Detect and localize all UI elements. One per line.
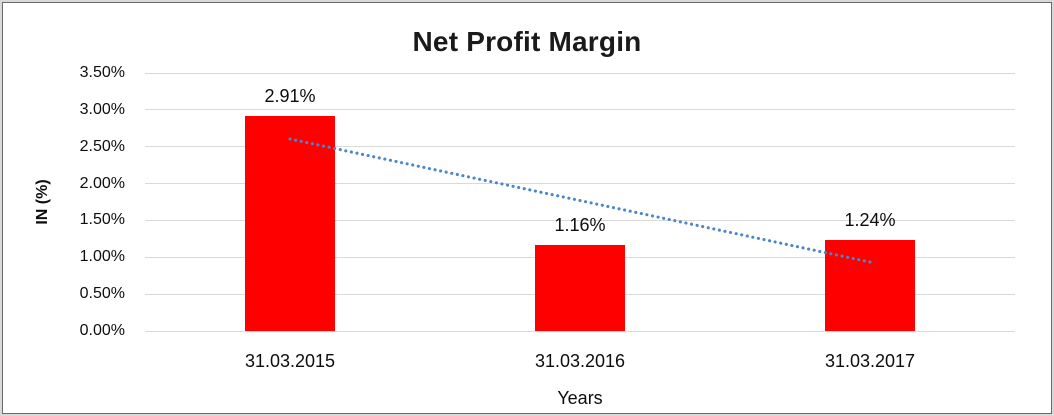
x-category-label: 31.03.2017 bbox=[824, 351, 916, 371]
gridline bbox=[145, 219, 1015, 221]
y-tick-label: 1.50% bbox=[79, 211, 125, 229]
x-category-label: 31.03.2016 bbox=[534, 351, 626, 371]
gridline bbox=[145, 72, 1015, 74]
bar-value-label: 2.91% bbox=[264, 86, 316, 107]
plot-area[interactable]: 2.91% 1.16% 1.24% bbox=[145, 72, 1015, 332]
y-axis-tick-labels: 0.00% 0.50% 1.00% 1.50% 2.00% 2.50% 3.00% 3.50% bbox=[2, 64, 135, 339]
bar-value-label: 1.16% bbox=[554, 215, 606, 236]
chart-title: Net Profit Margin bbox=[412, 26, 642, 57]
bar-31.03.2017[interactable] bbox=[825, 239, 915, 331]
x-axis-category-labels: 31.03.2015 31.03.2016 31.03.2017 bbox=[145, 351, 1015, 373]
bar-31.03.2015[interactable] bbox=[245, 116, 335, 331]
x-axis-title: Years bbox=[557, 388, 603, 408]
x-category-label: 31.03.2015 bbox=[244, 351, 336, 371]
gridline bbox=[145, 183, 1015, 185]
trendline[interactable] bbox=[288, 137, 872, 264]
trendline-layer bbox=[288, 137, 872, 264]
y-tick-label: 0.00% bbox=[79, 322, 125, 339]
y-tick-label: 0.50% bbox=[79, 285, 125, 303]
y-tick-label: 2.50% bbox=[79, 137, 125, 155]
bar-31.03.2016[interactable] bbox=[535, 245, 625, 331]
y-tick-label: 3.00% bbox=[79, 100, 125, 118]
gridline bbox=[145, 330, 1015, 332]
y-tick-label: 3.50% bbox=[79, 64, 125, 81]
bar-value-label: 1.24% bbox=[844, 209, 896, 230]
y-tick-label: 1.00% bbox=[79, 248, 125, 266]
y-tick-label: 2.00% bbox=[79, 174, 125, 192]
gridline bbox=[145, 109, 1015, 111]
gridline bbox=[145, 146, 1015, 148]
